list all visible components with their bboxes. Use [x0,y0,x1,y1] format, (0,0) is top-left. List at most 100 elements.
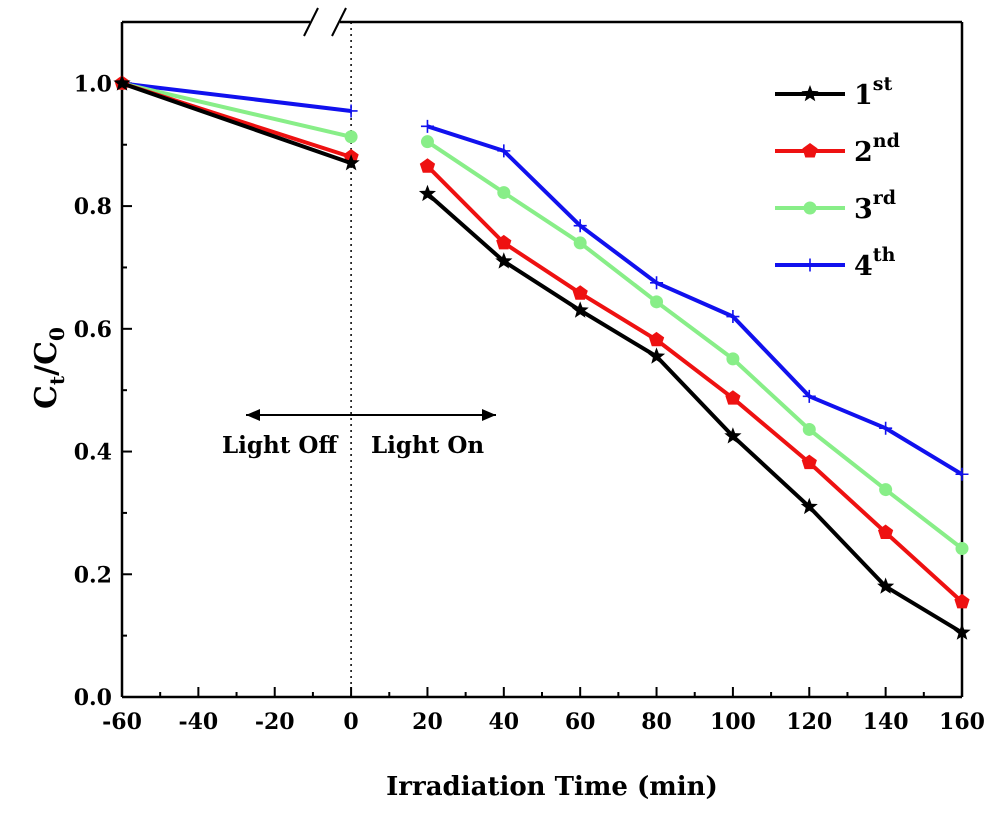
data-point [344,104,358,118]
data-point [726,352,740,366]
data-point [802,143,818,158]
data-point [573,219,587,233]
x-tick-label: 160 [939,709,985,735]
y-title-sub-0: 0 [45,327,69,341]
data-point [420,119,434,133]
data-point [650,276,664,290]
x-tick-label: 60 [565,709,596,735]
series-line-light [426,124,964,477]
series-line-dark [121,81,352,139]
data-point [955,542,969,555]
legend-item-3rd: 3rd [775,187,896,225]
data-point [495,252,513,269]
legend-label-suffix: nd [873,130,900,152]
x-tick-label: 80 [641,709,672,735]
light-on-label: Light On [371,432,484,459]
data-point [571,301,589,318]
series-3rd [115,76,969,555]
data-point [648,331,665,347]
legend-label: 4th [854,244,896,282]
data-point [954,593,970,609]
y-tick-label: 0.8 [74,194,112,220]
legend-item-1st: 1st [775,73,892,111]
data-point [650,295,664,309]
axis-break-mark-2 [331,7,347,37]
data-point [342,154,360,171]
series-1st [113,74,971,640]
data-point [497,144,511,158]
x-tick-label: 0 [343,709,358,735]
axis-break-mark-1 [303,7,319,37]
x-tick-label: -20 [255,709,295,735]
legend-label-number: 1 [854,80,873,111]
data-point [803,201,817,215]
data-point [800,497,818,515]
data-point [955,467,969,481]
light-on-arrowhead [482,409,496,421]
data-point [801,85,819,102]
legend-item-4th: 4th [775,244,896,282]
series-line-dark [121,81,352,165]
y-title-sep: /C [29,341,64,376]
series-line-light [426,164,964,604]
data-point [573,236,587,250]
data-point [879,483,893,497]
data-point [878,524,894,539]
light-off-arrowhead [246,409,260,421]
y-tick-label: 0.4 [74,440,112,466]
x-tick-label: 120 [786,709,832,735]
light-off-label: Light Off [222,432,339,459]
series-4th [115,76,969,481]
series-line-light [426,140,964,551]
data-point [877,577,895,594]
legend-label-number: 4 [854,251,873,282]
legend-label-suffix: th [873,244,896,266]
data-point [648,347,666,364]
y-tick-label: 0.0 [74,685,112,711]
data-point [113,74,131,91]
x-tick-label: 140 [863,709,909,735]
data-point [497,186,511,200]
data-point [802,422,816,436]
data-point [344,130,358,144]
light-annotation: Light Off Light On [222,409,496,459]
data-point [418,184,436,202]
series-layer [113,74,971,640]
series-line-light [426,192,964,635]
data-point [802,389,816,403]
data-point [724,427,742,444]
x-tick-label: 20 [412,709,443,735]
legend-label-number: 2 [854,137,873,168]
y-tick-label: 0.6 [74,317,112,343]
legend-label-suffix: rd [873,187,896,209]
y-axis-title-text: Ct/C0 [29,327,69,409]
data-point [726,310,740,324]
y-tick-label: 1.0 [74,71,112,97]
series-line-dark [121,81,352,113]
legend: 1st 2nd 3rd 4th [775,73,900,282]
legend-label-suffix: st [873,73,893,95]
legend-label: 2nd [854,130,900,168]
data-point [420,135,434,149]
tick-labels: -60 -40 -20 0 20 40 60 80 100 120 140 160 0.0 0.2 0.4 0… [74,71,985,735]
x-tick-label: 40 [489,709,520,735]
y-tick-label: 0.2 [74,562,112,588]
x-tick-label: 100 [710,709,756,735]
data-point [801,454,817,470]
data-point [496,234,512,250]
data-point [803,258,817,272]
y-title-sub-t: t [45,375,69,385]
data-point [953,623,971,640]
legend-label-number: 3 [854,194,873,225]
data-point [419,158,436,173]
legend-label: 1st [854,73,892,111]
y-title-c: C [29,385,64,409]
plot-frame [120,7,964,699]
legend-label: 3rd [854,187,896,225]
x-tick-label: -60 [102,709,142,735]
x-axis-title: Irradiation Time (min) [386,772,718,802]
series-2nd [114,75,970,609]
data-point [572,285,588,300]
data-point [725,390,741,405]
